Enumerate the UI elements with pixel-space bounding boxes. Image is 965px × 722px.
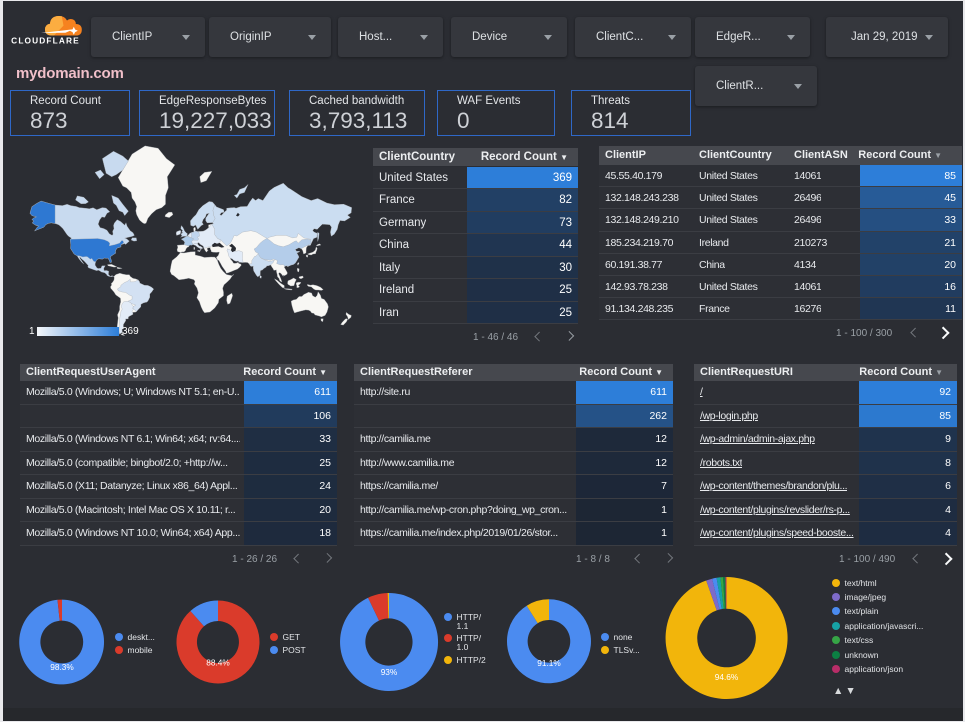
svg-text:94.6%: 94.6% xyxy=(715,672,739,682)
svg-text:CLOUDFLARE: CLOUDFLARE xyxy=(11,36,80,46)
svg-text:98.3%: 98.3% xyxy=(50,662,74,672)
svg-text:91.1%: 91.1% xyxy=(537,658,561,668)
svg-text:93%: 93% xyxy=(381,667,398,677)
svg-text:88.4%: 88.4% xyxy=(206,658,230,668)
